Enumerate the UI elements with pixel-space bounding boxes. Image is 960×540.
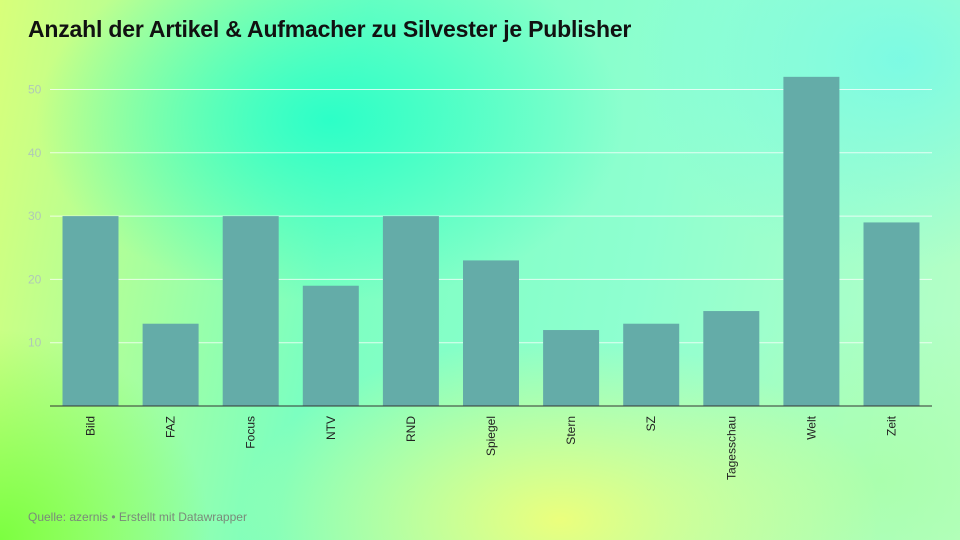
bar-sz — [623, 323, 680, 406]
y-tick-label: 20 — [28, 272, 42, 286]
source-note: Quelle: azernis • Erstellt mit Datawrapp… — [28, 510, 247, 524]
x-tick-label: Bild — [84, 416, 98, 436]
y-tick-label: 10 — [28, 336, 42, 350]
x-tick-label: RND — [404, 416, 418, 442]
x-tick-label: Focus — [244, 416, 258, 449]
bar-stern — [543, 330, 600, 406]
bar-chart: 10 20 30 40 50 Bild FAZ Focus NTV RND Spiegel Ster… — [28, 76, 932, 480]
bar-welt — [783, 76, 840, 406]
bar-ntv — [302, 285, 359, 406]
y-axis-ticks: 10 20 30 40 50 — [28, 83, 42, 350]
x-tick-label: Zeit — [885, 415, 899, 436]
bar-rnd — [382, 216, 439, 406]
chart-title: Anzahl der Artikel & Aufmacher zu Silves… — [28, 16, 632, 42]
x-tick-label: FAZ — [164, 416, 178, 438]
bar-bild — [62, 216, 119, 406]
y-tick-label: 30 — [28, 209, 42, 223]
bar-spiegel — [463, 260, 519, 406]
x-tick-label: Spiegel — [484, 416, 498, 456]
bar-focus — [222, 216, 279, 406]
bar-tagesschau — [703, 311, 760, 406]
y-tick-label: 50 — [28, 83, 42, 97]
x-tick-label: Welt — [804, 415, 818, 439]
x-axis-labels: Bild FAZ Focus NTV RND Spiegel Stern SZ Tagessch… — [84, 415, 899, 480]
x-tick-label: NTV — [324, 416, 338, 440]
bar-zeit — [863, 222, 920, 406]
x-tick-label: Stern — [564, 416, 578, 445]
x-tick-label: SZ — [644, 416, 658, 431]
bar-faz — [142, 323, 199, 406]
x-tick-label: Tagesschau — [724, 416, 738, 480]
bars — [62, 76, 920, 406]
y-tick-label: 40 — [28, 146, 42, 160]
